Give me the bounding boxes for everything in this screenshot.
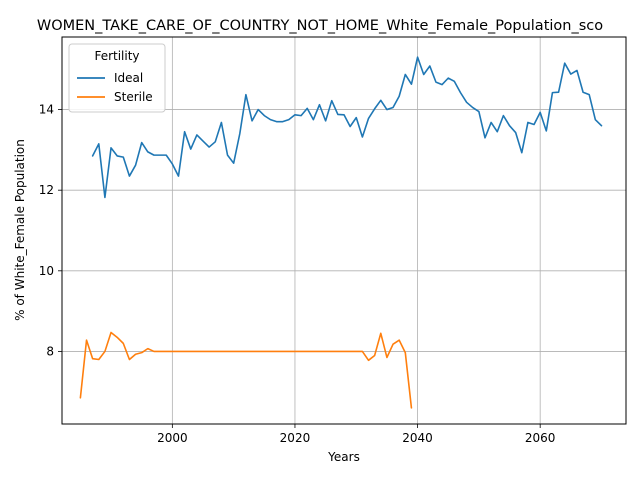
y-tick-label: 8 bbox=[46, 344, 54, 358]
legend: Fertility Ideal Sterile bbox=[68, 43, 166, 113]
plot-frame bbox=[61, 36, 627, 425]
x-axis-label: Years bbox=[327, 450, 360, 464]
chart-title: WOMEN_TAKE_CARE_OF_COUNTRY_NOT_HOME_Whit… bbox=[37, 18, 603, 34]
x-tick-label: 2040 bbox=[402, 431, 433, 445]
y-tick-label: 14 bbox=[39, 103, 54, 117]
x-tick-label: 2000 bbox=[157, 431, 188, 445]
series-line-sterile bbox=[79, 331, 413, 409]
legend-title: Fertility bbox=[94, 49, 139, 63]
series-line-ideal bbox=[91, 56, 603, 199]
legend-label-sterile: Sterile bbox=[114, 90, 153, 104]
legend-label-ideal: Ideal bbox=[114, 71, 143, 85]
y-tick-label: 10 bbox=[39, 264, 54, 278]
y-axis-ticks: 8 10 12 14 bbox=[39, 103, 62, 358]
x-axis-ticks: 2000 2020 2040 2060 bbox=[157, 424, 555, 445]
legend-box bbox=[68, 43, 166, 113]
x-tick-label: 2060 bbox=[525, 431, 556, 445]
y-tick-label: 12 bbox=[39, 183, 54, 197]
x-tick-label: 2020 bbox=[280, 431, 311, 445]
series-lines bbox=[79, 56, 603, 409]
y-axis-label: % of White_Female Population bbox=[13, 139, 27, 321]
